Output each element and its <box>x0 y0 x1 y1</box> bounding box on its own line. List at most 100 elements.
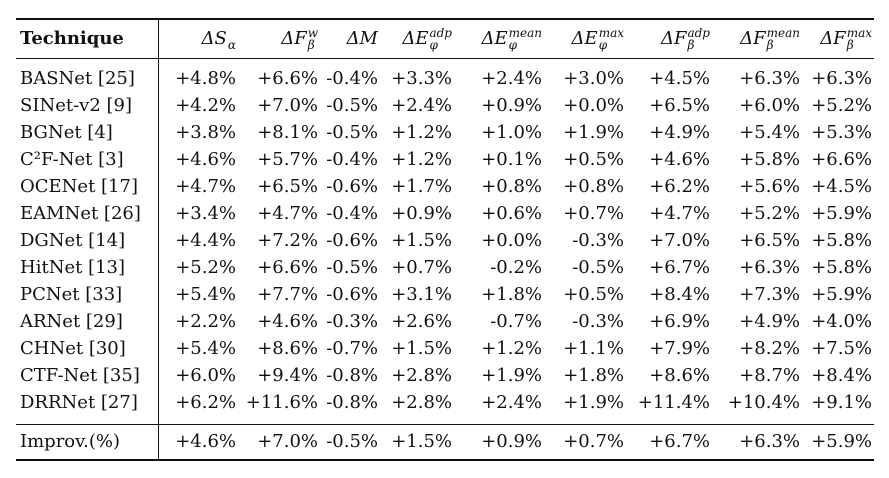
value-cell: +7.7% <box>257 284 318 305</box>
value-cell: +4.6% <box>257 311 318 332</box>
value-cell: +2.8% <box>391 365 452 386</box>
value-cell: +2.8% <box>391 392 452 413</box>
table-row: C²F-Net [3] +4.6% +5.7% -0.4% +1.2% +0.1% +0.5… <box>16 146 874 173</box>
header-symbol: ΔF <box>660 28 687 49</box>
summary-value-cell: +7.0% <box>238 424 320 461</box>
header-scripts: adp φ <box>429 27 452 51</box>
technique-cell: DRRNet [27] <box>16 389 159 425</box>
value-cell: +1.9% <box>481 365 542 386</box>
value-cell: +0.1% <box>481 149 542 170</box>
value-cell: +4.9% <box>739 311 800 332</box>
value-cell: +7.0% <box>257 95 318 116</box>
value-cell: -0.7% <box>326 338 378 359</box>
value-cell: +8.1% <box>257 122 318 143</box>
value-cell: +1.2% <box>481 338 542 359</box>
value-cell: +0.5% <box>563 284 624 305</box>
value-cell: +6.3% <box>739 68 800 89</box>
value-cell: +6.5% <box>649 95 710 116</box>
table-row: DRRNet [27] +6.2% +11.6% -0.8% +2.8% +2.4% +1.… <box>16 389 874 425</box>
value-cell: +1.9% <box>563 122 624 143</box>
value-cell: +5.8% <box>811 230 872 251</box>
results-table: Technique ΔS α ΔF w β ΔM ΔE adp φ ΔE mean φ ΔE max φ Δ… <box>16 18 874 461</box>
value-cell: +5.4% <box>175 338 236 359</box>
value-cell: +1.2% <box>391 149 452 170</box>
value-cell: +2.4% <box>391 95 452 116</box>
value-cell: +6.3% <box>811 68 872 89</box>
value-cell: +3.3% <box>391 68 452 89</box>
header-technique: Technique <box>16 18 159 59</box>
header-symbol: ΔF <box>740 28 766 49</box>
value-cell: -0.3% <box>572 311 624 332</box>
value-cell: +7.3% <box>739 284 800 305</box>
value-cell: +1.8% <box>563 365 624 386</box>
value-cell: +1.1% <box>563 338 624 359</box>
value-cell: +5.6% <box>739 176 800 197</box>
table-row: SINet-v2 [9] +4.2% +7.0% -0.5% +2.4% +0.9% +0.… <box>16 92 874 119</box>
value-cell: +8.2% <box>739 338 800 359</box>
value-cell: +10.4% <box>727 392 800 413</box>
value-cell: -0.5% <box>326 122 378 143</box>
value-cell: +7.2% <box>257 230 318 251</box>
table-row: BGNet [4] +3.8% +8.1% -0.5% +1.2% +1.0% +1.9% +… <box>16 119 874 146</box>
header-col-2: ΔM <box>320 18 380 59</box>
value-cell: +3.0% <box>563 68 624 89</box>
value-cell: +1.7% <box>391 176 452 197</box>
value-cell: +0.0% <box>481 230 542 251</box>
value-cell: +2.6% <box>391 311 452 332</box>
summary-value-cell: +0.9% <box>454 424 544 461</box>
value-cell: +3.1% <box>391 284 452 305</box>
value-cell: +6.7% <box>649 257 710 278</box>
value-cell: +8.4% <box>811 365 872 386</box>
value-cell: -0.3% <box>326 311 378 332</box>
value-cell: +0.8% <box>481 176 542 197</box>
value-cell: -0.7% <box>490 311 542 332</box>
summary-value-cell: +0.7% <box>544 424 626 461</box>
value-cell: +6.2% <box>175 392 236 413</box>
value-cell: +3.4% <box>175 203 236 224</box>
value-cell: +5.3% <box>811 122 872 143</box>
summary-value-cell: -0.5% <box>320 424 380 461</box>
value-cell: +5.2% <box>175 257 236 278</box>
header-scripts: max φ <box>599 27 624 51</box>
table-row: CTF-Net [35] +6.0% +9.4% -0.8% +2.8% +1.9% +1.… <box>16 362 874 389</box>
table-summary: Improv.(%) +4.6% +7.0% -0.5% +1.5% +0.9% +0.7%… <box>16 424 874 461</box>
value-cell: +3.8% <box>175 122 236 143</box>
value-cell: +0.7% <box>391 257 452 278</box>
value-cell: +5.7% <box>257 149 318 170</box>
header-symbol: ΔE <box>481 28 508 49</box>
value-cell: +6.0% <box>175 365 236 386</box>
value-cell: +0.9% <box>481 95 542 116</box>
header-col-3: ΔE adp φ <box>380 18 454 59</box>
value-cell: -0.4% <box>326 149 378 170</box>
header-superscript: max <box>598 26 624 40</box>
value-cell: +1.2% <box>391 122 452 143</box>
header-col-7: ΔF mean β <box>712 18 802 59</box>
value-cell: +0.6% <box>481 203 542 224</box>
value-cell: +5.9% <box>811 284 872 305</box>
table-row: EAMNet [26] +3.4% +4.7% -0.4% +0.9% +0.6% +0.7… <box>16 200 874 227</box>
header-subscript: φ <box>598 38 608 52</box>
value-cell: +11.4% <box>637 392 710 413</box>
table-body: BASNet [25] +4.8% +6.6% -0.4% +3.3% +2.4% +3.0… <box>16 58 874 425</box>
header-subscript: β <box>687 38 695 52</box>
value-cell: -0.8% <box>326 392 378 413</box>
value-cell: +1.8% <box>481 284 542 305</box>
technique-cell: BGNet [4] <box>16 119 159 146</box>
header-col-0: ΔS α <box>158 18 238 59</box>
value-cell: +4.5% <box>649 68 710 89</box>
value-cell: +5.2% <box>739 203 800 224</box>
value-cell: +0.0% <box>563 95 624 116</box>
value-cell: +7.0% <box>649 230 710 251</box>
technique-cell: BASNet [25] <box>16 58 159 92</box>
technique-cell: OCENet [17] <box>16 173 159 200</box>
value-cell: +6.0% <box>739 95 800 116</box>
value-cell: +7.5% <box>811 338 872 359</box>
summary-value-cell: +6.3% <box>712 424 802 461</box>
value-cell: +8.6% <box>649 365 710 386</box>
header-scripts: mean φ <box>509 27 542 51</box>
header-superscript: adp <box>687 26 710 40</box>
value-cell: +4.7% <box>257 203 318 224</box>
value-cell: -0.6% <box>326 230 378 251</box>
value-cell: +4.9% <box>649 122 710 143</box>
